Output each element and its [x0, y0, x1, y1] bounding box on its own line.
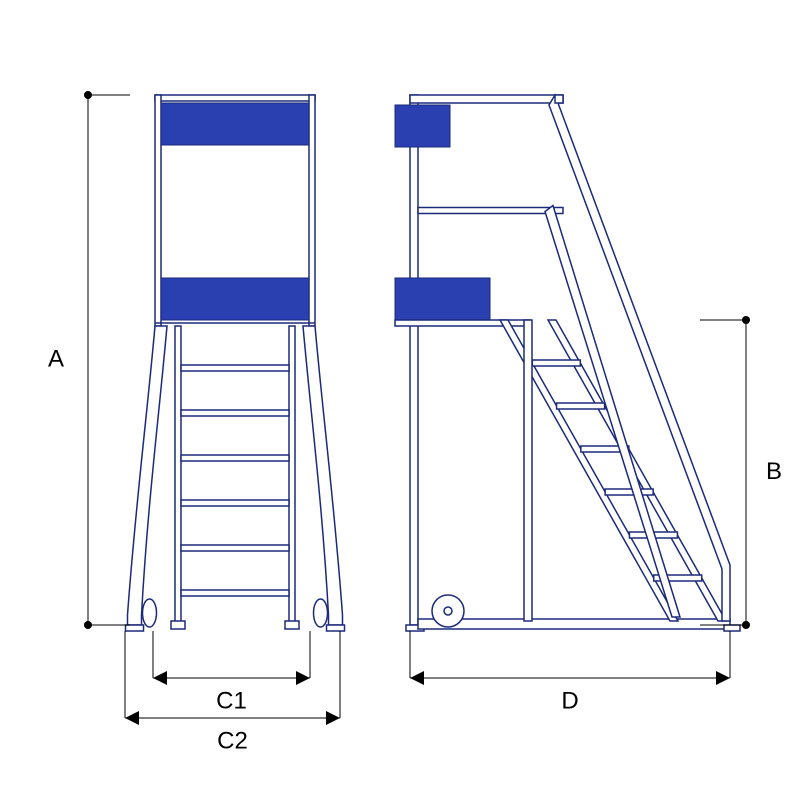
dim-label-C1: C1 — [216, 687, 247, 714]
dim-label-C2: C2 — [217, 727, 248, 754]
dim-label-A: A — [48, 345, 64, 372]
dim-label-B: B — [766, 458, 782, 485]
dim-label-D: D — [561, 687, 578, 714]
front-view — [126, 95, 345, 631]
side-view — [395, 95, 740, 631]
